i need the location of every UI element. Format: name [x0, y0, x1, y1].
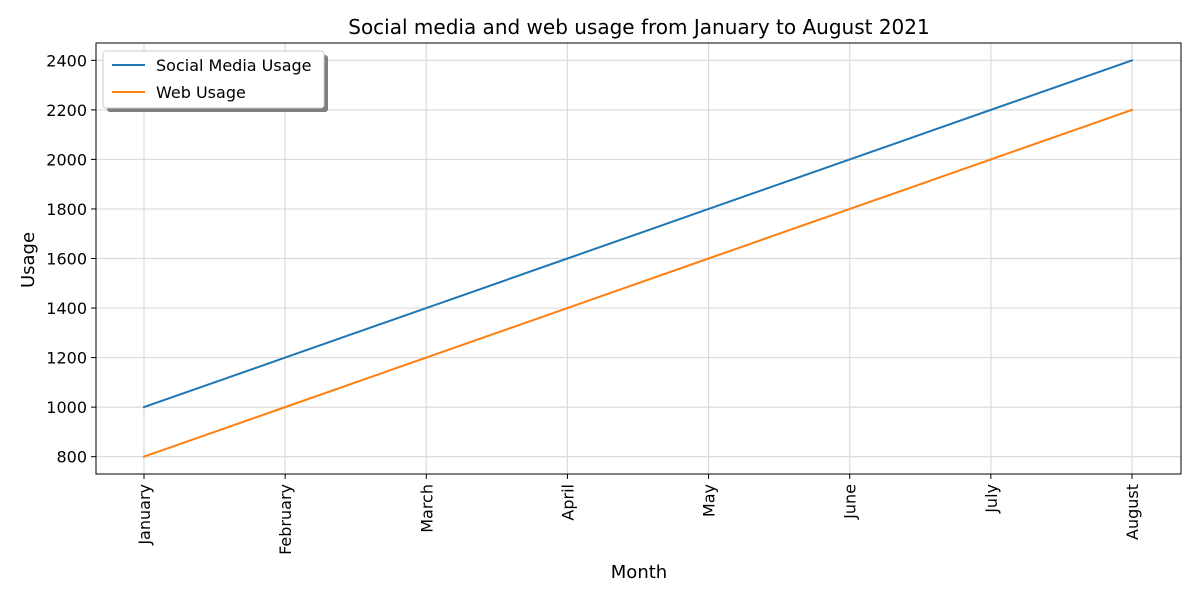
x-tick-label: April: [558, 484, 577, 521]
legend-box: [102, 50, 325, 109]
y-axis: 800 1000 1200 1400 1600 1800 2000 2200 2400: [46, 51, 96, 467]
x-tick-label: May: [700, 484, 719, 517]
y-tick-label: 1400: [46, 299, 87, 318]
y-axis-label: Usage: [18, 232, 39, 288]
series-line-0: [142, 59, 1134, 409]
legend-label-0: Social Media Usage: [156, 56, 312, 75]
x-tick-label: March: [417, 484, 436, 533]
chart-title: Social media and web usage from January …: [348, 15, 929, 39]
grid-lines: [96, 43, 1181, 474]
x-tick-label: August: [1123, 484, 1142, 540]
y-tick-label: 800: [56, 448, 87, 467]
series-lines: [142, 59, 1134, 458]
y-tick-label: 2400: [46, 51, 87, 70]
y-tick-label: 2200: [46, 101, 87, 120]
y-tick-label: 1200: [46, 349, 87, 368]
y-tick-label: 1600: [46, 250, 87, 269]
x-tick-label: January: [135, 484, 154, 546]
x-axis: January February March April May June July Augu…: [135, 474, 1142, 555]
x-axis-label: Month: [611, 562, 667, 583]
legend-label-1: Web Usage: [156, 83, 246, 102]
x-tick-label: June: [841, 484, 860, 520]
x-tick-label: February: [276, 484, 295, 555]
series-line-1: [142, 108, 1134, 458]
legend: Social Media Usage Web Usage: [102, 50, 328, 112]
y-tick-label: 2000: [46, 150, 87, 169]
y-tick-label: 1800: [46, 200, 87, 219]
x-tick-label: July: [982, 484, 1001, 514]
y-tick-label: 1000: [46, 398, 87, 417]
